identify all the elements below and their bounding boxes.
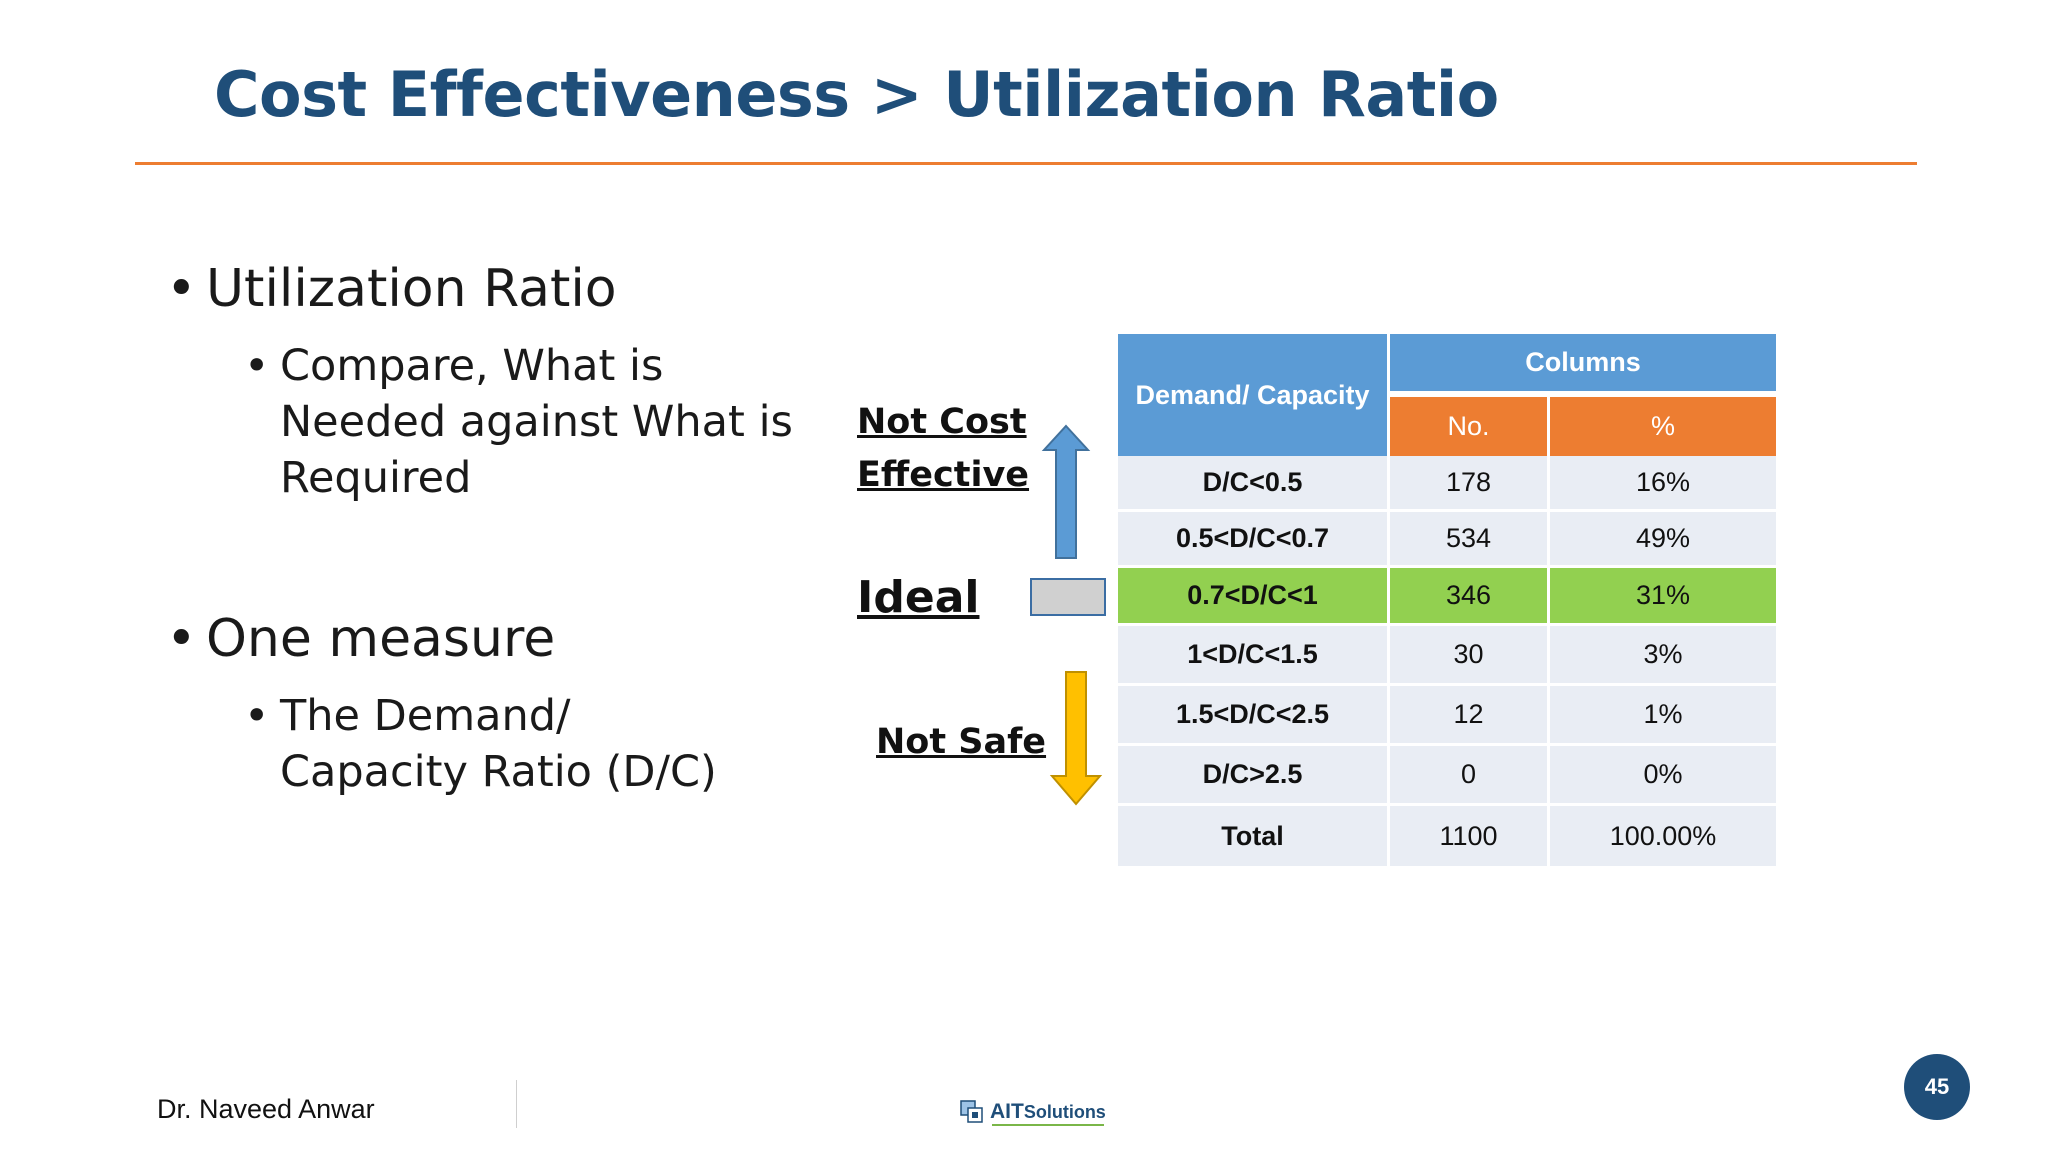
row-no: 12 (1390, 686, 1550, 746)
bullet-text: One measure (206, 609, 556, 669)
row-label: 1<D/C<1.5 (1118, 626, 1390, 686)
row-no: 1100 (1390, 806, 1550, 866)
sub-bullet-text: Compare, What is Needed against What is … (280, 341, 793, 503)
row-pct: 3% (1550, 626, 1776, 686)
not-cost-line2: Effective (857, 455, 1030, 495)
down-arrow-icon (1049, 671, 1103, 806)
bullet-item: • One measure (166, 609, 556, 669)
row-pct: 49% (1550, 512, 1776, 568)
header-no: No. (1390, 394, 1550, 456)
title-divider (135, 162, 1917, 165)
row-no: 346 (1390, 568, 1550, 626)
logo-ait-text: AIT (990, 1100, 1024, 1123)
row-no: 30 (1390, 626, 1550, 686)
page-number-badge: 45 (1904, 1054, 1970, 1120)
logo-underline (992, 1124, 1104, 1126)
ait-logo-icon (960, 1100, 983, 1123)
logo-solutions-text: Solutions (1023, 1102, 1106, 1122)
sub-bullet-item: • Compare, What is Needed against What is… (244, 338, 840, 506)
footer-divider (516, 1080, 517, 1128)
row-label: 0.5<D/C<0.7 (1118, 512, 1390, 568)
header-columns: Columns (1390, 334, 1776, 394)
bullet-text: Utilization Ratio (206, 259, 617, 319)
slide-title: Cost Effectiveness > Utilization Ratio (214, 58, 1499, 131)
dc-ratio-table: Demand/ Capacity Columns No. % D/C<0.5 1… (1118, 334, 1776, 866)
not-cost-effective-label: Not Cost Effective (857, 396, 1029, 502)
bullet-item: • Utilization Ratio (166, 259, 617, 319)
row-no: 534 (1390, 512, 1550, 568)
row-label: D/C<0.5 (1118, 456, 1390, 512)
row-label: 1.5<D/C<2.5 (1118, 686, 1390, 746)
up-arrow-icon (1041, 424, 1091, 559)
row-pct: 0% (1550, 746, 1776, 806)
row-label: Total (1118, 806, 1390, 866)
row-pct: 1% (1550, 686, 1776, 746)
sub-bullet-text: The Demand/ Capacity Ratio (D/C) (280, 691, 717, 797)
row-label: 0.7<D/C<1 (1118, 568, 1390, 626)
ideal-box (1030, 578, 1106, 616)
sub-bullet-item: • The Demand/ Capacity Ratio (D/C) (244, 688, 740, 800)
not-safe-label: Not Safe (876, 722, 1047, 762)
not-cost-line1: Not Cost (857, 402, 1027, 442)
row-no: 0 (1390, 746, 1550, 806)
row-pct: 31% (1550, 568, 1776, 626)
header-pct: % (1550, 394, 1776, 456)
header-demand-capacity: Demand/ Capacity (1118, 334, 1390, 456)
row-pct: 16% (1550, 456, 1776, 512)
ideal-label: Ideal (857, 572, 980, 623)
row-label: D/C>2.5 (1118, 746, 1390, 806)
row-no: 178 (1390, 456, 1550, 512)
author-name: Dr. Naveed Anwar (157, 1094, 375, 1124)
row-pct: 100.00% (1550, 806, 1776, 866)
ait-solutions-logo: AITSolutions (960, 1096, 1106, 1128)
